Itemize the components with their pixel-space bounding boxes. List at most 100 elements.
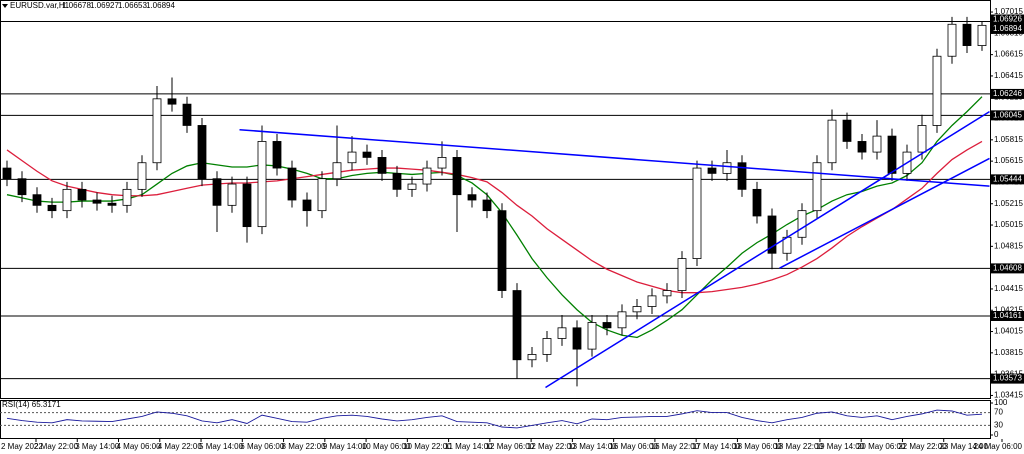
candle-body xyxy=(77,188,87,201)
main-panel xyxy=(0,0,991,399)
header-open: 1.06678 xyxy=(62,1,91,10)
candle-body xyxy=(362,151,372,158)
x-tick-label: 2 May 2022 xyxy=(1,442,43,451)
x-tick-label: 24 May 06:00 xyxy=(974,442,1023,451)
x-tick-label: 23 May 14:00 xyxy=(939,442,988,451)
candle-body xyxy=(602,322,612,329)
candle-body xyxy=(212,178,222,206)
rsi-tick-label: 30 xyxy=(994,421,1003,430)
candle-body xyxy=(347,151,357,164)
x-tick-label: 12 May 22:00 xyxy=(527,442,576,451)
candle-body xyxy=(497,210,507,291)
rsi-tick-label: 70 xyxy=(994,408,1003,417)
candle-body xyxy=(527,354,537,361)
moving-average xyxy=(6,140,983,294)
x-tick-label: 11 May 14:00 xyxy=(445,442,493,451)
candle-body xyxy=(647,295,657,307)
y-tick-label: 1.04215 xyxy=(994,305,1023,314)
candle-body xyxy=(152,98,162,164)
x-tick-label: 18 May 06:00 xyxy=(733,442,782,451)
candle-body xyxy=(812,162,822,212)
level-label: 1.06246 xyxy=(993,89,1022,98)
y-tick-label: 1.05615 xyxy=(994,156,1023,165)
candle-body xyxy=(17,178,27,196)
x-tick-label: 22 May 22:00 xyxy=(898,442,947,451)
candle-body xyxy=(467,194,477,201)
candle-body xyxy=(197,125,207,180)
candle-body xyxy=(257,141,267,228)
candle-body xyxy=(587,322,597,350)
candle-body xyxy=(887,135,897,174)
level-label: 1.04608 xyxy=(993,263,1022,272)
candle-body xyxy=(452,157,462,196)
candle-body xyxy=(932,55,942,126)
candle-body xyxy=(272,141,282,169)
level-box xyxy=(991,174,1024,185)
candle-body xyxy=(842,119,852,142)
candle-body xyxy=(662,290,672,297)
candle-body xyxy=(392,172,402,190)
x-tick-label: 10 May 06:00 xyxy=(362,442,411,451)
layers: 1.034151.036151.038151.040151.042151.044… xyxy=(0,7,1024,451)
candle-body xyxy=(377,157,387,174)
y-tick-label: 1.05815 xyxy=(994,135,1023,144)
candle-body xyxy=(557,327,567,339)
candle-body xyxy=(482,199,492,212)
candle-body xyxy=(707,167,717,174)
x-tick-label: 12 May 06:00 xyxy=(486,442,535,451)
candle-body xyxy=(317,178,327,212)
candle-body xyxy=(107,202,117,206)
candle-body xyxy=(572,327,582,350)
close-label: 1.06894 xyxy=(993,24,1022,33)
header-high: 1.06927 xyxy=(90,1,119,10)
x-tick-label: 19 May 14:00 xyxy=(816,442,865,451)
rsi-tick-label: 0 xyxy=(994,430,999,439)
candle-body xyxy=(617,311,627,329)
candle-body xyxy=(182,103,192,126)
y-tick-label: 1.06615 xyxy=(994,50,1023,59)
level-box xyxy=(991,310,1024,321)
x-tick-label: 4 May 06:00 xyxy=(117,442,162,451)
candle-body xyxy=(677,258,687,291)
candle-body xyxy=(167,98,177,105)
y-tick-label: 1.03815 xyxy=(994,348,1023,357)
candle-body xyxy=(917,125,927,153)
rsi-panel xyxy=(0,400,991,439)
x-tick-label: 5 May 14:00 xyxy=(199,442,244,451)
x-tick-label: 13 May 14:00 xyxy=(568,442,617,451)
price-label: 1.06926 xyxy=(993,15,1022,24)
x-tick-label: 18 May 22:00 xyxy=(774,442,823,451)
candle-body xyxy=(872,135,882,153)
level-label: 1.03573 xyxy=(993,374,1022,383)
candle-body xyxy=(977,24,987,46)
x-tick-label: 16 May 06:00 xyxy=(609,442,658,451)
header-close: 1.06894 xyxy=(146,1,175,10)
candle-body xyxy=(752,188,762,217)
candle-body xyxy=(767,215,777,254)
candle-body xyxy=(827,119,837,164)
rsi-line xyxy=(6,409,983,429)
y-tick-label: 1.04415 xyxy=(994,284,1023,293)
candle-body xyxy=(122,188,132,206)
y-tick-label: 1.03415 xyxy=(994,391,1023,400)
candle-body xyxy=(92,199,102,204)
level-box xyxy=(991,263,1024,274)
level-box xyxy=(991,110,1024,121)
x-tick-label: 16 May 22:00 xyxy=(651,442,700,451)
y-tick-label: 1.04815 xyxy=(994,241,1023,250)
x-tick-label: 2 May 22:00 xyxy=(34,442,79,451)
candle-body xyxy=(512,290,522,361)
candle-body xyxy=(287,167,297,201)
x-tick-label: 17 May 14:00 xyxy=(692,442,741,451)
y-tick-label: 1.05215 xyxy=(994,199,1023,208)
candle-body xyxy=(542,338,552,355)
candle-body xyxy=(797,210,807,238)
trendline xyxy=(239,128,990,187)
x-tick-label: 20 May 06:00 xyxy=(857,442,906,451)
candle-body xyxy=(947,23,957,57)
level-label: 1.05444 xyxy=(993,174,1022,183)
trendline xyxy=(545,110,990,389)
candle-body xyxy=(722,162,732,174)
candle-body xyxy=(302,199,312,212)
